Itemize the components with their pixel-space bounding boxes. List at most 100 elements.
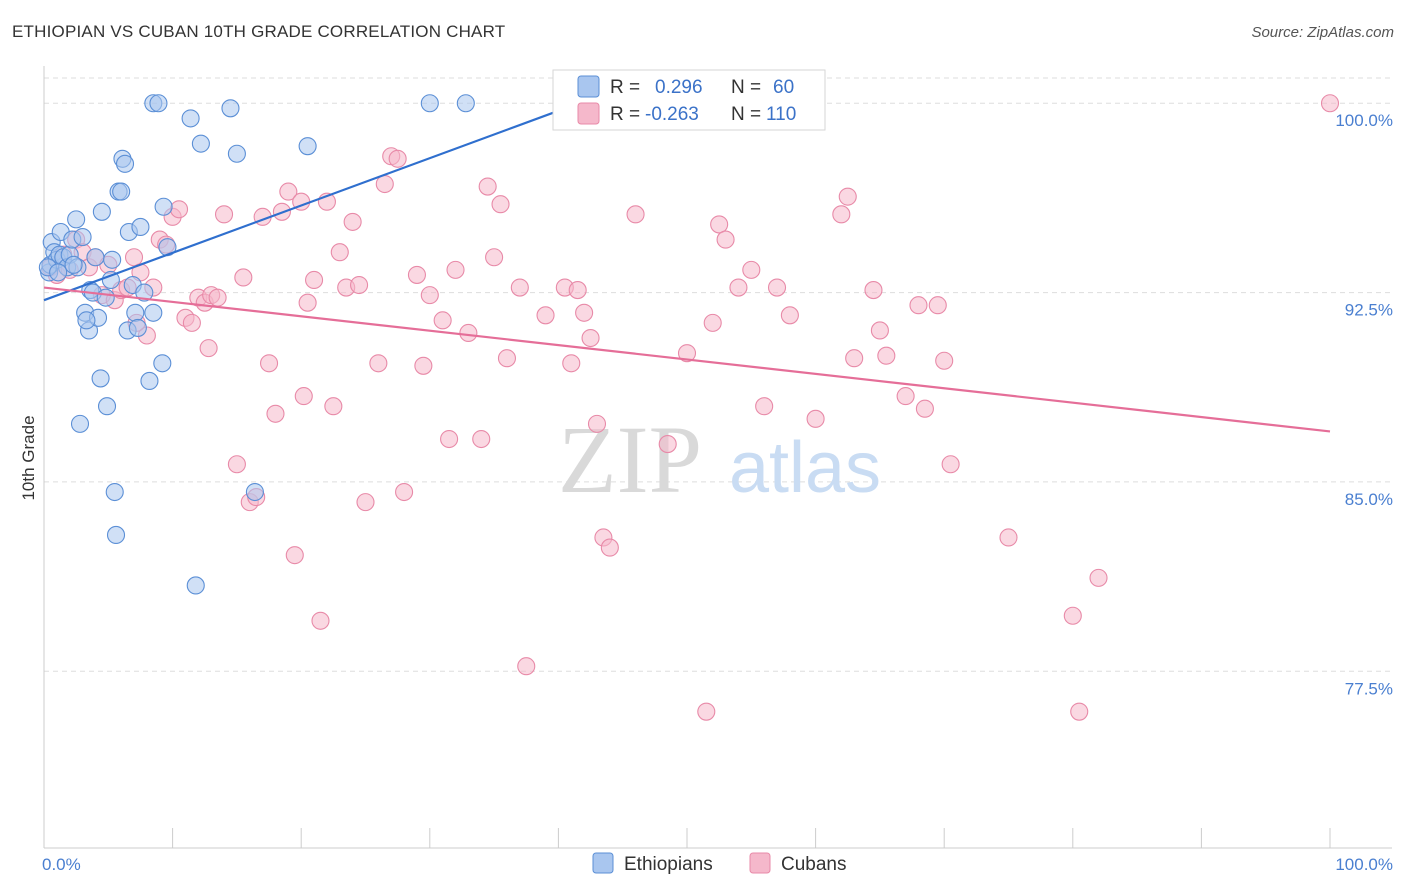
y-tick-label-3: 100.0% (1335, 111, 1393, 130)
cuban-point-97 (909, 296, 928, 315)
cuban-point-65 (497, 349, 517, 368)
cuban-point-89 (806, 409, 825, 428)
cuban-point-48 (356, 493, 375, 512)
watermark-zip: ZIP (558, 406, 702, 513)
legend-r-label-1: R = (610, 77, 640, 98)
grid-lines (44, 77, 1392, 672)
ethiopian-point-36 (126, 303, 145, 322)
cuban-point-64 (491, 195, 510, 214)
cuban-point-40 (305, 270, 324, 290)
cuban-point-52 (388, 149, 407, 168)
cuban-point-82 (710, 215, 729, 234)
ethiopian-point-40 (140, 371, 159, 391)
ethiopian-point-22 (92, 202, 111, 221)
cuban-point-88 (780, 306, 799, 325)
y-tick-label-0: 77.5% (1345, 679, 1393, 698)
cuban-point-67 (517, 657, 536, 676)
cuban-point-91 (838, 187, 857, 206)
ethiopian-point-28 (106, 525, 126, 545)
cuban-point-46 (343, 212, 362, 231)
cuban-point-44 (330, 243, 349, 262)
cuban-point-101 (941, 455, 960, 474)
cuban-point-103 (1063, 606, 1082, 625)
watermark: ZIP atlas (558, 406, 881, 513)
cuban-point-36 (279, 182, 298, 201)
cuban-point-49 (369, 354, 388, 373)
cuban-point-80 (697, 702, 716, 721)
legend-r-value-2: -0.263 (645, 104, 699, 125)
x-tick-labels: 0.0% 100.0% (42, 855, 1393, 874)
cuban-point-94 (870, 321, 889, 340)
ethiopian-point-53 (420, 94, 439, 113)
cuban-point-58 (440, 429, 459, 449)
ethiopian-point-32 (115, 154, 135, 173)
cuban-point-98 (915, 399, 934, 418)
bottom-legend-cubans: Cubans (781, 854, 847, 875)
ethiopian-point-43 (149, 94, 168, 113)
cuban-point-92 (845, 349, 864, 368)
ethiopian-point-24 (97, 397, 117, 416)
cuban-point-102 (999, 528, 1018, 547)
ethiopian-point-47 (181, 109, 200, 128)
ethiopian-point-51 (245, 482, 264, 502)
cuban-point-47 (350, 275, 369, 295)
cuban-point-33 (259, 354, 279, 373)
cuban-point-95 (877, 346, 896, 365)
cuban-point-78 (658, 435, 677, 454)
cuban-point-105 (1089, 568, 1108, 587)
cuban-point-66 (510, 278, 529, 297)
ethiopian-point-45 (154, 197, 173, 216)
ethiopian-point-11 (67, 210, 86, 229)
ethiopian-point-59 (77, 311, 96, 330)
ethiopian-point-37 (128, 318, 147, 337)
ethiopian-point-26 (103, 250, 122, 269)
cuban-point-108 (199, 339, 218, 358)
cuban-point-20 (169, 200, 189, 219)
ethiopian-point-13 (70, 414, 90, 433)
cuban-point-28 (227, 455, 246, 474)
ethiopian-point-14 (73, 227, 92, 247)
axes (43, 66, 1392, 849)
bottom-swatch-ethiopians (592, 852, 614, 874)
ethiopian-point-58 (64, 255, 83, 274)
cuban-point-62 (478, 177, 497, 196)
x-tick-label-1: 100.0% (1335, 855, 1393, 874)
ethiopian-point-39 (135, 283, 154, 302)
y-axis-label: 10th Grade (19, 415, 38, 500)
cuban-point-86 (755, 397, 774, 416)
y-tick-labels: 77.5% 85.0% 92.5% 100.0% (1335, 111, 1393, 698)
cuban-point-71 (568, 281, 587, 300)
cuban-point-100 (935, 351, 954, 370)
cuban-point-63 (485, 248, 504, 267)
cuban-point-68 (536, 306, 555, 325)
cuban-point-43 (324, 397, 343, 416)
source-credit: Source: ZipAtlas.com (1251, 24, 1394, 41)
ethiopian-point-25 (101, 270, 120, 290)
cuban-point-109 (294, 387, 313, 406)
cuban-point-77 (626, 205, 645, 224)
cuban-point-99 (928, 296, 947, 315)
cuban-point-93 (864, 281, 883, 300)
cuban-point-53 (395, 482, 414, 502)
ethiopian-point-52 (298, 137, 317, 156)
legend-r-value-1: 0.296 (655, 77, 703, 98)
cuban-point-61 (472, 429, 491, 449)
cuban-point-79 (677, 344, 697, 363)
legend-r-label-2: R = (610, 104, 640, 125)
ethiopian-point-48 (191, 134, 210, 153)
trend-line-ethiopians (43, 109, 559, 302)
legend-n-label-1: N = (731, 77, 761, 98)
legend-n-label-2: N = (731, 104, 761, 125)
legend-n-value-1: 60 (773, 77, 794, 98)
ethiopian-point-41 (144, 303, 163, 322)
ethiopian-point-50 (227, 144, 246, 163)
series-ethiopians (38, 94, 475, 595)
ethiopian-point-23 (96, 288, 115, 307)
cuban-point-54 (407, 265, 426, 284)
cuban-point-37 (285, 546, 304, 565)
ethiopian-point-55 (186, 576, 205, 595)
cuban-point-39 (298, 293, 317, 312)
cuban-point-70 (562, 354, 581, 373)
x-tick-label-0: 0.0% (42, 855, 81, 874)
